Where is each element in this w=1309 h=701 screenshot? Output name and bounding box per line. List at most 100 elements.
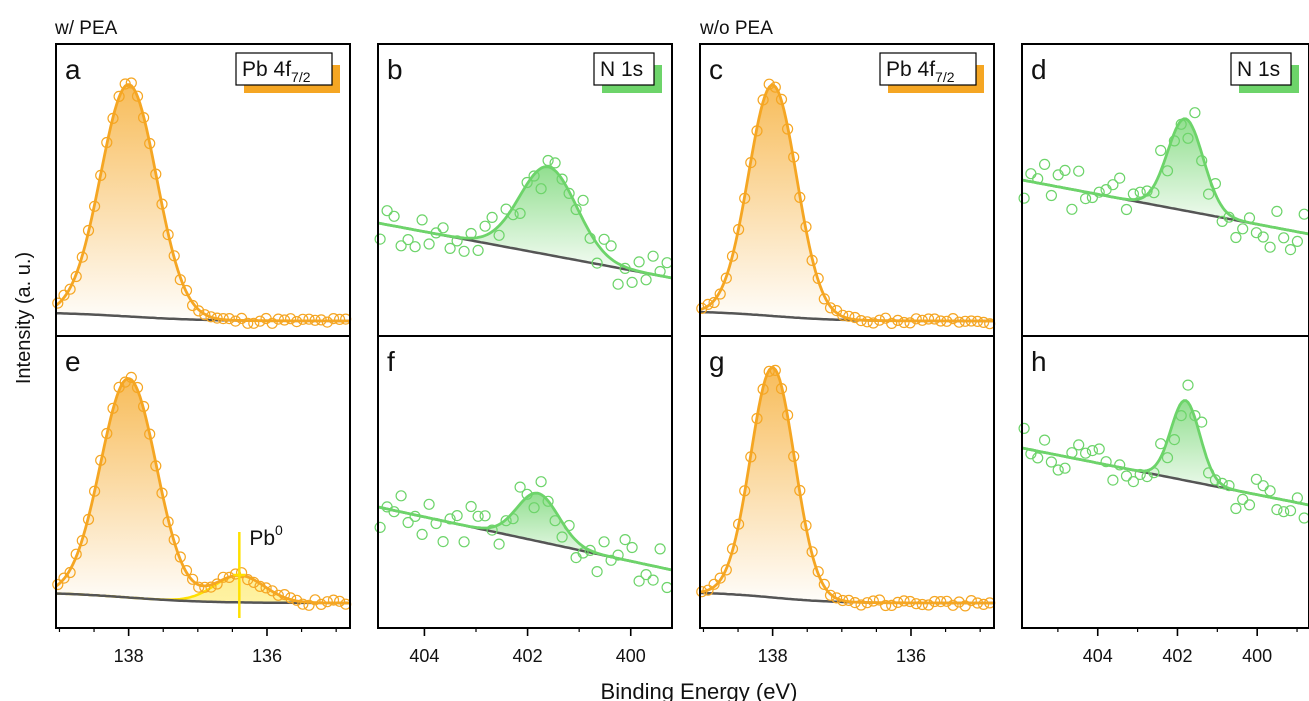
data-point-d — [1114, 172, 1126, 184]
data-point-b — [633, 256, 645, 268]
data-point-e — [327, 594, 340, 606]
data-point-h — [1086, 445, 1099, 457]
data-point-h — [1141, 471, 1153, 483]
data-point-f — [661, 581, 673, 594]
data-point-b — [640, 274, 652, 286]
data-point-e — [58, 572, 70, 584]
data-point-b — [479, 220, 491, 232]
data-point-a — [70, 270, 82, 283]
data-point-d — [1237, 223, 1249, 235]
data-point-h — [1216, 477, 1228, 489]
data-point-a — [315, 314, 327, 326]
data-point-b — [661, 257, 673, 269]
data-point-h — [1278, 506, 1290, 518]
peak-fill-a — [56, 84, 350, 321]
data-point-a — [223, 313, 235, 325]
data-point-g — [941, 595, 953, 607]
pb0-annotation-superscript: 0 — [275, 522, 283, 538]
data-point-e — [88, 485, 101, 497]
data-point-f — [451, 509, 463, 522]
data-point-d — [1066, 203, 1078, 215]
data-point-a — [82, 224, 95, 237]
data-point-f — [423, 498, 435, 510]
data-point-b — [521, 176, 533, 189]
data-point-h — [1052, 464, 1064, 476]
data-point-f — [577, 547, 589, 559]
data-point-f — [388, 506, 400, 518]
data-point-c — [849, 311, 861, 324]
data-point-e — [303, 599, 315, 611]
data-point-f — [584, 544, 596, 557]
data-point-a — [174, 274, 186, 286]
x-tick-label-h: 404 — [1083, 646, 1113, 666]
data-point-f — [493, 538, 505, 550]
data-point-b — [570, 203, 582, 216]
data-point-h — [1107, 474, 1119, 486]
data-point-g — [935, 595, 947, 608]
data-point-b — [647, 250, 659, 262]
panel-letter-f: f — [387, 346, 395, 377]
data-point-e — [236, 567, 248, 579]
data-point-g — [708, 578, 720, 590]
data-point-g — [849, 596, 861, 609]
y-axis-label: Intensity (a. u.) — [13, 252, 35, 384]
data-point-c — [935, 315, 947, 327]
data-point-c — [824, 302, 837, 314]
data-point-e — [125, 371, 137, 383]
data-point-f — [528, 502, 540, 514]
data-point-g — [977, 598, 990, 611]
panel-letter-a: a — [65, 54, 81, 85]
data-point-e — [205, 581, 217, 593]
data-point-f — [437, 535, 449, 548]
data-point-e — [334, 595, 346, 607]
plot-frame-g — [699, 335, 995, 629]
data-point-h — [1271, 504, 1283, 516]
plot-frame-h — [1021, 335, 1309, 629]
data-point-b — [416, 214, 428, 226]
data-point-a — [285, 313, 297, 325]
data-point-a — [144, 137, 156, 150]
data-point-g — [904, 595, 916, 608]
data-point-f — [612, 549, 624, 561]
data-point-b — [437, 222, 449, 234]
data-point-a — [64, 283, 76, 295]
data-point-f — [570, 551, 582, 564]
data-point-g — [898, 595, 910, 607]
data-point-b — [493, 229, 505, 241]
data-point-c — [788, 151, 800, 163]
data-point-a — [95, 169, 107, 181]
data-point-c — [898, 316, 910, 329]
data-point-g — [751, 412, 763, 425]
data-point-d — [1168, 135, 1181, 147]
data-point-b — [549, 157, 561, 169]
data-point-e — [138, 400, 150, 413]
data-point-b — [465, 227, 477, 240]
data-point-g — [788, 450, 800, 462]
data-point-b — [444, 242, 456, 254]
data-point-c — [696, 302, 708, 314]
data-point-b — [591, 257, 603, 269]
data-point-g — [696, 586, 708, 598]
data-point-e — [199, 581, 211, 593]
data-point-d — [1100, 184, 1112, 196]
data-point-d — [1257, 231, 1269, 243]
data-point-g — [781, 409, 794, 421]
data-point-c — [775, 93, 788, 106]
data-point-h — [1032, 452, 1044, 464]
data-point-e — [95, 454, 107, 466]
data-point-a — [217, 313, 229, 325]
data-point-e — [260, 582, 272, 594]
x-tick-label-f: 400 — [616, 646, 646, 666]
peak-fill-e — [56, 378, 350, 603]
data-point-f — [640, 568, 652, 581]
data-point-c — [751, 125, 763, 137]
x-tick-label-g: 138 — [758, 646, 788, 666]
x-tick-label-f: 404 — [409, 646, 439, 666]
data-point-d — [1175, 118, 1187, 130]
data-point-e — [278, 588, 291, 601]
data-point-f — [556, 531, 568, 543]
data-point-g — [910, 598, 922, 610]
data-point-f — [395, 490, 407, 502]
data-point-d — [1230, 231, 1242, 244]
data-point-d — [1127, 188, 1140, 200]
